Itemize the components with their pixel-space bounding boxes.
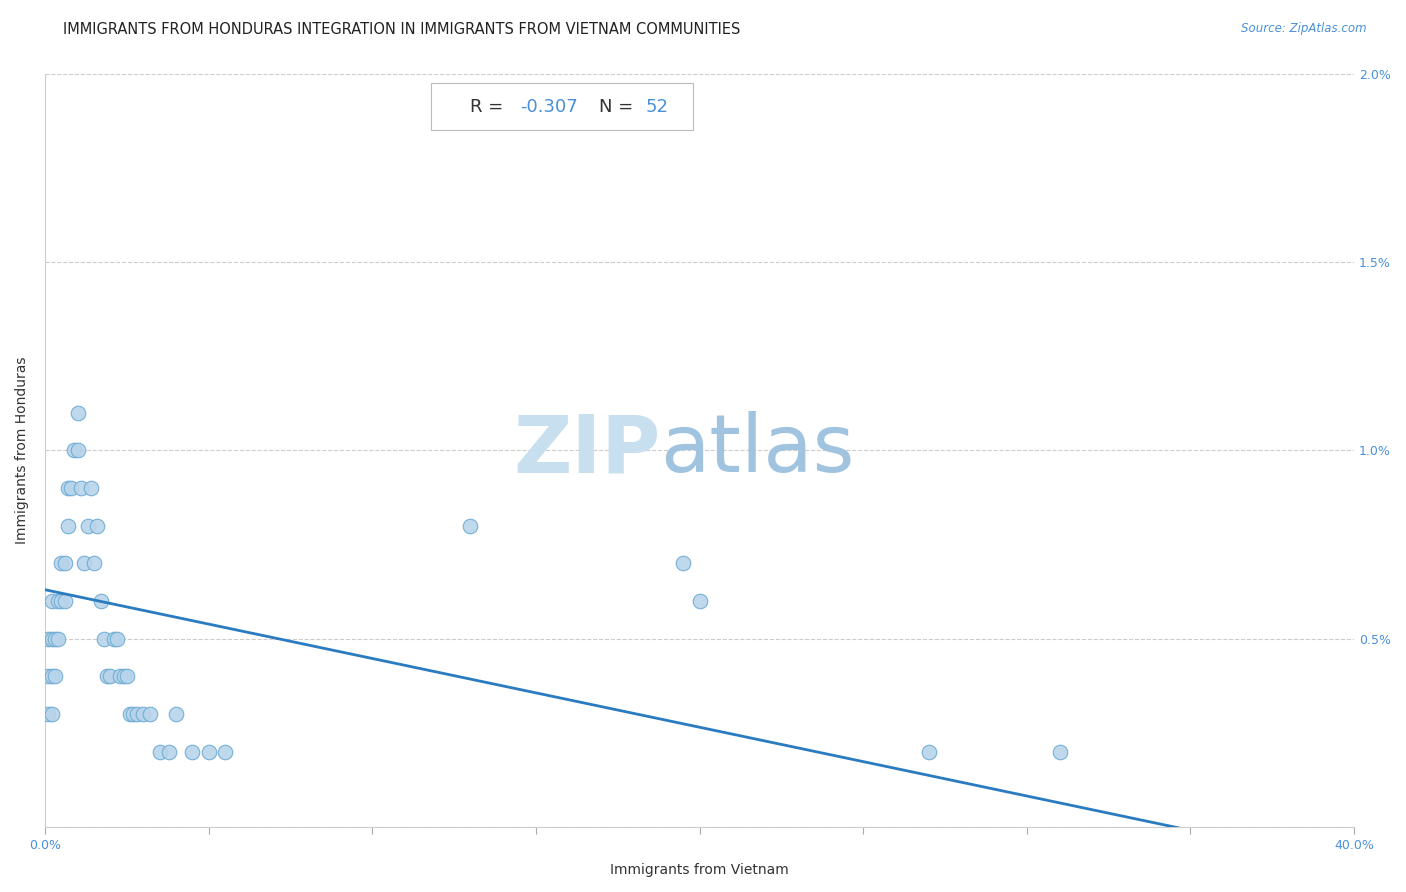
- Point: [689, 594, 711, 608]
- Point: [115, 669, 138, 683]
- Point: [41, 707, 63, 722]
- Point: [51, 594, 73, 608]
- Text: IMMIGRANTS FROM HONDURAS INTEGRATION IN IMMIGRANTS FROM VIETNAM COMMUNITIES: IMMIGRANTS FROM HONDURAS INTEGRATION IN …: [63, 22, 741, 37]
- Point: [110, 669, 132, 683]
- Text: ZIP: ZIP: [513, 411, 661, 490]
- Point: [917, 745, 939, 759]
- Point: [41, 669, 63, 683]
- Point: [56, 481, 79, 495]
- Point: [120, 707, 142, 722]
- Point: [53, 557, 76, 571]
- Point: [100, 669, 122, 683]
- Point: [66, 443, 89, 458]
- Point: [70, 481, 93, 495]
- Point: [1049, 745, 1071, 759]
- Point: [83, 557, 105, 571]
- Point: [63, 443, 86, 458]
- Point: [181, 745, 204, 759]
- Point: [37, 632, 59, 646]
- Point: [105, 632, 128, 646]
- Point: [122, 707, 145, 722]
- Point: [37, 707, 59, 722]
- Y-axis label: Immigrants from Honduras: Immigrants from Honduras: [15, 357, 30, 544]
- Point: [44, 669, 66, 683]
- Point: [125, 707, 148, 722]
- Point: [165, 707, 187, 722]
- Point: [51, 557, 73, 571]
- Point: [672, 557, 695, 571]
- Point: [66, 406, 89, 420]
- Point: [60, 481, 83, 495]
- Text: 52: 52: [645, 98, 669, 116]
- Text: Source: ZipAtlas.com: Source: ZipAtlas.com: [1241, 22, 1367, 36]
- Point: [86, 518, 108, 533]
- Point: [197, 745, 219, 759]
- Point: [46, 632, 69, 646]
- Text: atlas: atlas: [661, 411, 855, 490]
- Point: [44, 632, 66, 646]
- Point: [46, 594, 69, 608]
- Point: [76, 518, 98, 533]
- Text: -0.307: -0.307: [520, 98, 578, 116]
- X-axis label: Immigrants from Vietnam: Immigrants from Vietnam: [610, 863, 789, 877]
- Point: [96, 669, 118, 683]
- Point: [53, 594, 76, 608]
- Point: [56, 518, 79, 533]
- Text: R =: R =: [471, 98, 509, 116]
- Point: [90, 594, 112, 608]
- Point: [214, 745, 236, 759]
- Point: [41, 594, 63, 608]
- Point: [73, 557, 96, 571]
- Point: [93, 632, 115, 646]
- Point: [41, 632, 63, 646]
- Point: [148, 745, 170, 759]
- Point: [80, 481, 103, 495]
- FancyBboxPatch shape: [432, 83, 693, 130]
- Point: [460, 518, 482, 533]
- Point: [103, 632, 125, 646]
- Point: [37, 669, 59, 683]
- Point: [112, 669, 135, 683]
- Point: [138, 707, 160, 722]
- Text: N =: N =: [599, 98, 638, 116]
- Point: [157, 745, 180, 759]
- Point: [132, 707, 155, 722]
